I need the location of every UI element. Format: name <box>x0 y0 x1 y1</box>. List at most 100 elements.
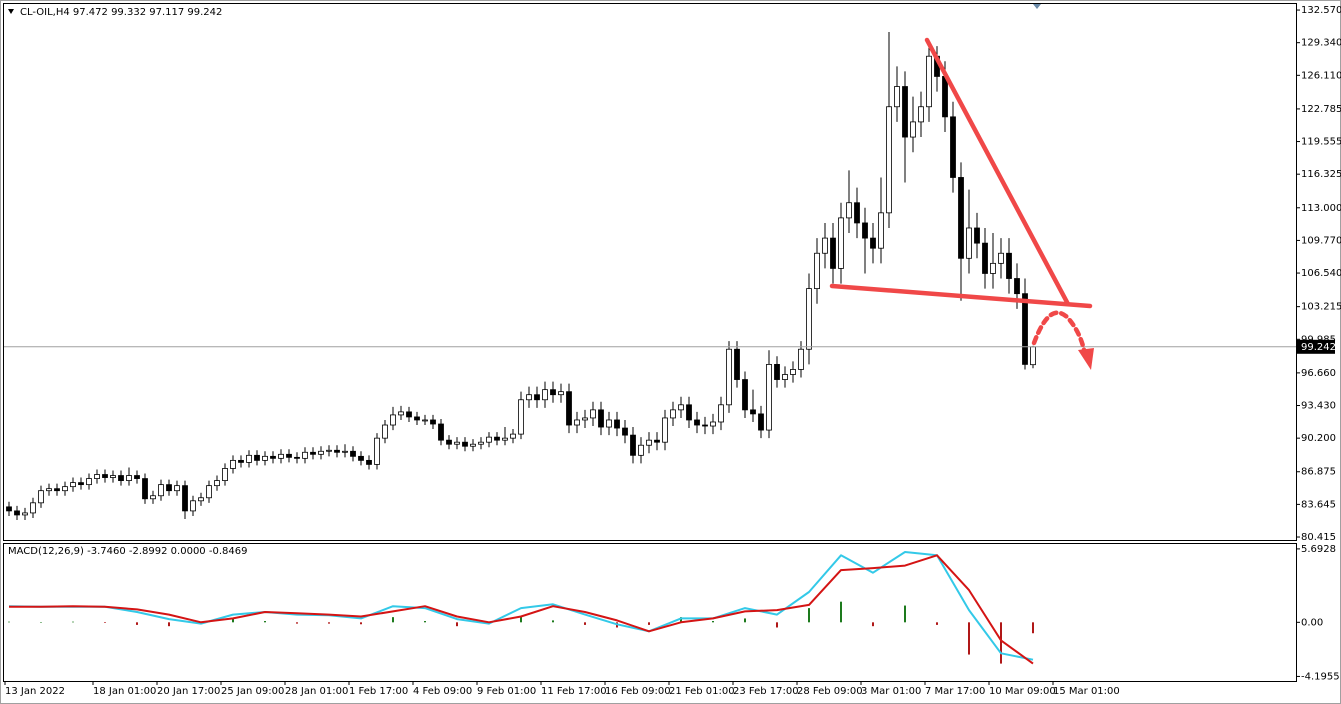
last-price-box <box>1297 339 1335 354</box>
candle-body <box>942 76 948 118</box>
x-tick-label: 3 Mar 01:00 <box>861 686 921 697</box>
candle-body <box>950 116 956 178</box>
candle-body <box>542 389 548 401</box>
candle-body <box>534 394 540 401</box>
candle-body <box>630 434 636 456</box>
candle-body <box>910 121 916 138</box>
candle-body <box>190 500 196 512</box>
y-tick-label: 122.785 <box>1301 104 1341 115</box>
candle-body <box>894 86 900 108</box>
histogram-bar <box>744 618 746 623</box>
histogram-bar <box>360 622 362 625</box>
histogram-bar <box>648 622 650 625</box>
candle-body <box>766 363 772 431</box>
candle-body <box>1022 293 1028 365</box>
y-tick-label: 5.6928 <box>1301 544 1336 555</box>
candle-body <box>974 227 980 244</box>
x-tick-label: 25 Jan 09:00 <box>221 686 284 697</box>
candle-body <box>1030 346 1036 366</box>
candle-body <box>558 391 564 396</box>
candle-body <box>1006 252 1012 279</box>
y-tick-label: 93.430 <box>1301 401 1336 412</box>
candle-body <box>806 288 812 350</box>
candle-body <box>270 455 276 459</box>
histogram-bar <box>1032 622 1034 634</box>
x-tick-label: 23 Feb 17:00 <box>733 686 799 697</box>
candle-body <box>598 409 604 428</box>
candle-body <box>918 106 924 123</box>
candle-body <box>694 419 700 426</box>
macd-line <box>9 554 1034 665</box>
candle-body <box>574 419 580 426</box>
histogram-bar <box>680 617 682 623</box>
marks: 132.570 129.340 126.110 122.785 119.555 116.3… <box>4 5 1341 697</box>
y-tick-label: 83.645 <box>1301 499 1336 510</box>
candle-body <box>158 484 164 497</box>
candle-body <box>102 474 108 478</box>
y-tick-label: 96.660 <box>1301 368 1336 379</box>
candle-body <box>46 488 52 492</box>
candle-body <box>654 439 660 443</box>
candle-body <box>622 427 628 436</box>
candle-body <box>238 459 244 463</box>
y-tick-label: 103.215 <box>1301 302 1341 313</box>
histogram-bar <box>520 615 522 623</box>
x-tick-label: 20 Jan 17:00 <box>157 686 220 697</box>
macd-line <box>8 551 1034 661</box>
y-tick-label: 119.555 <box>1301 137 1341 148</box>
candle-body <box>854 202 860 224</box>
x-tick-label: 1 Feb 17:00 <box>349 686 408 697</box>
histogram-bar <box>72 621 74 623</box>
candle-body <box>334 449 340 453</box>
histogram-bar <box>808 608 810 623</box>
candle-body <box>358 455 364 461</box>
histogram-bar <box>1000 622 1002 664</box>
x-tick-label: 10 Mar 09:00 <box>989 686 1056 697</box>
main-pane <box>3 3 1297 541</box>
candle-body <box>70 482 76 488</box>
candle-body <box>446 439 452 445</box>
candle-body <box>510 433 516 439</box>
candle-body <box>702 424 708 427</box>
histogram-bar <box>168 622 170 627</box>
candle-body <box>966 227 972 259</box>
y-tick-label: 116.325 <box>1301 169 1341 180</box>
y-tick-label: 132.570 <box>1301 5 1341 16</box>
y-tick-label: 0.00 <box>1301 617 1323 628</box>
x-tick-label: 4 Feb 09:00 <box>413 686 472 697</box>
histogram-bar <box>776 622 778 628</box>
candle-body <box>502 437 508 441</box>
candle-body <box>78 482 84 486</box>
macd-pane <box>3 543 1297 682</box>
candle-body <box>790 369 796 375</box>
candle-body <box>166 484 172 492</box>
candle-body <box>982 242 988 274</box>
macd-title: MACD(12,26,9) -3.7460 -2.8992 0.0000 -0.… <box>8 546 247 557</box>
trend-line <box>924 37 1071 307</box>
candle-body <box>454 441 460 445</box>
histogram-bar <box>104 622 106 623</box>
candle-body <box>550 389 556 396</box>
candle-body <box>62 486 68 492</box>
pattern-annotation <box>829 37 1094 370</box>
x-tick-label: 21 Feb 01:00 <box>669 686 735 697</box>
candle-body <box>342 450 348 453</box>
arrow-head <box>1078 348 1094 370</box>
candle-body <box>246 454 252 463</box>
y-tick-label: 90.200 <box>1301 433 1336 444</box>
y-tick-label: 86.875 <box>1301 467 1336 478</box>
candle-body <box>150 495 156 500</box>
candle-body <box>742 379 748 411</box>
period-marker <box>1033 4 1041 9</box>
histogram-bar <box>424 621 426 623</box>
candle-body <box>878 212 884 249</box>
candle-body <box>222 468 228 481</box>
candle-body <box>646 439 652 446</box>
candle-body <box>294 456 300 459</box>
candle-body <box>22 512 28 516</box>
histogram-bar <box>232 618 234 623</box>
candle-body <box>438 423 444 441</box>
candle-body <box>614 419 620 429</box>
candle-body <box>846 202 852 219</box>
